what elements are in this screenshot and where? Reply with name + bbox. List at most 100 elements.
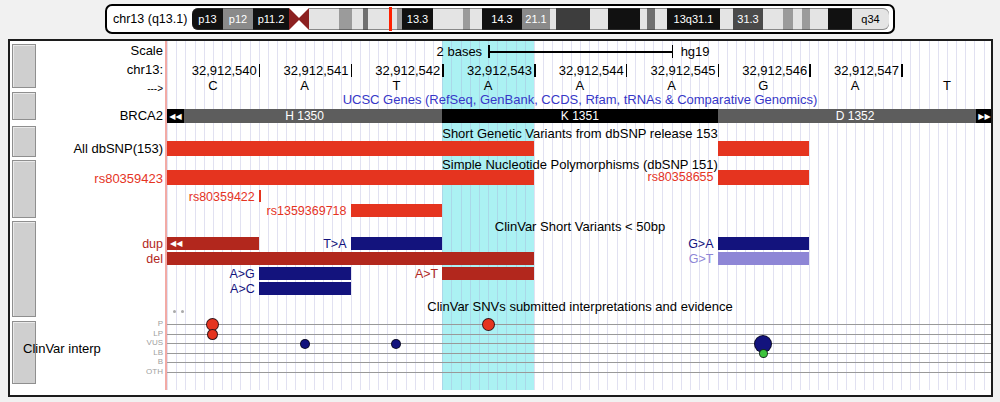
gene-exon-segment[interactable]: D 1352 bbox=[718, 109, 993, 123]
cytoband[interactable] bbox=[289, 8, 299, 30]
gene-prev-exons-arrows[interactable]: ◀◀ bbox=[167, 109, 184, 123]
gridline bbox=[185, 41, 186, 390]
cytoband[interactable] bbox=[463, 8, 470, 30]
snp-bar[interactable] bbox=[718, 170, 810, 185]
cytoband[interactable] bbox=[802, 8, 810, 30]
gridline bbox=[901, 41, 902, 390]
interp-variant-dot[interactable] bbox=[391, 339, 401, 349]
cytoband[interactable] bbox=[763, 8, 783, 30]
dbsnp-variant-bar[interactable] bbox=[167, 141, 534, 156]
cytoband[interactable] bbox=[640, 8, 647, 30]
scale-bar-value: 2 bases bbox=[382, 44, 482, 59]
gene-next-exons-arrows[interactable]: ▶▶ bbox=[976, 109, 993, 123]
cytoband[interactable] bbox=[433, 8, 463, 30]
cytoband[interactable] bbox=[720, 8, 733, 30]
gridline bbox=[919, 41, 920, 390]
cytoband[interactable] bbox=[647, 8, 655, 30]
cytoband-q34[interactable]: q34 bbox=[852, 8, 889, 30]
clinvar-variant-label[interactable]: dup bbox=[10, 237, 163, 251]
cytoband[interactable] bbox=[590, 8, 608, 30]
base-letter: A bbox=[560, 78, 600, 93]
track-drag-handle[interactable] bbox=[12, 160, 36, 218]
base-letter: T bbox=[927, 78, 967, 93]
strand-arrow-label: ---> bbox=[10, 82, 163, 96]
cytoband[interactable] bbox=[339, 8, 352, 30]
interp-variant-dot[interactable] bbox=[300, 339, 310, 349]
cytoband-21.1[interactable]: 21.1 bbox=[522, 8, 550, 30]
cytoband-p11.2[interactable]: p11.2 bbox=[253, 8, 289, 30]
interp-grid-line bbox=[167, 353, 993, 354]
chromosome-ideogram-panel: chr13 (q13.1) p13p12p11.2 13.3 14.321.1 13q… bbox=[105, 4, 895, 34]
coordinate-label: 32,912,547 bbox=[789, 63, 899, 78]
interp-variant-dot[interactable] bbox=[482, 318, 495, 331]
dbsnp153-track-label: All dbSNP(153) bbox=[10, 142, 163, 156]
clinvar-variant-label[interactable]: A>C bbox=[135, 283, 255, 296]
gridline bbox=[947, 41, 948, 390]
chromosome-ideogram[interactable]: p13p12p11.2 13.3 14.321.1 13q31.1 31.3 q34 bbox=[192, 8, 890, 30]
clinvar-variant-label[interactable]: G>A bbox=[594, 238, 714, 251]
gridline bbox=[984, 41, 985, 390]
cytoband[interactable] bbox=[299, 8, 309, 30]
snp-id-label[interactable]: rs80358655 bbox=[594, 171, 714, 184]
base-letter: C bbox=[193, 78, 233, 93]
cytoband[interactable] bbox=[608, 8, 640, 30]
cytoband-14.3[interactable]: 14.3 bbox=[482, 8, 522, 30]
cytoband[interactable] bbox=[810, 8, 828, 30]
clinvar-variant-label[interactable]: A>T bbox=[318, 268, 438, 281]
clinvar-track-title[interactable]: ClinVar Short Variants < 50bp bbox=[280, 220, 880, 234]
snp-id-label[interactable]: rs80359422 bbox=[135, 191, 255, 204]
interp-row-label: VUS bbox=[10, 338, 163, 348]
cytoband[interactable] bbox=[470, 8, 482, 30]
cytoband-13.3[interactable]: 13.3 bbox=[402, 8, 433, 30]
cytoband[interactable] bbox=[655, 8, 667, 30]
ideogram-chrom-label: chr13 (q13.1) bbox=[113, 12, 187, 26]
cytoband[interactable] bbox=[352, 8, 363, 30]
ucsc-genome-browser-screenshot: chr13 (q13.1) p13p12p11.2 13.3 14.321.1 13q… bbox=[0, 0, 1000, 402]
snp-bar[interactable] bbox=[351, 204, 443, 217]
cytoband[interactable] bbox=[793, 8, 802, 30]
cytoband[interactable] bbox=[556, 8, 590, 30]
clinvar-variant-label[interactable]: del bbox=[10, 252, 163, 266]
cytoband-p13[interactable]: p13 bbox=[192, 8, 223, 30]
gridline bbox=[910, 41, 911, 390]
clinvar-snv-track-title[interactable]: ClinVar SNVs submitted interpretations a… bbox=[280, 300, 880, 314]
gene-exon-segment[interactable]: K 1351 bbox=[442, 109, 717, 123]
clinvar-variant-label[interactable]: G>T bbox=[594, 253, 714, 266]
clinvar-variant-bar[interactable] bbox=[351, 237, 443, 250]
interp-grid-line bbox=[167, 324, 993, 325]
cytoband[interactable] bbox=[309, 8, 339, 30]
clinvar-variant-bar[interactable] bbox=[718, 252, 810, 265]
gene-exon-segment[interactable]: H 1350 bbox=[167, 109, 442, 123]
interp-variant-dot[interactable] bbox=[207, 329, 218, 340]
genes-track-title[interactable]: UCSC Genes (RefSeq, GenBank, CCDS, Rfam,… bbox=[280, 93, 880, 107]
tiny-dot bbox=[173, 310, 176, 313]
interp-row-label: OTH bbox=[10, 367, 163, 377]
cytoband-31.3[interactable]: 31.3 bbox=[733, 8, 763, 30]
gridline bbox=[974, 41, 975, 390]
snp-bar[interactable] bbox=[167, 170, 534, 185]
gridline bbox=[176, 41, 177, 390]
base-letter: A bbox=[652, 78, 692, 93]
clinvar-variant-bar[interactable] bbox=[442, 267, 534, 280]
clinvar-variant-bar[interactable] bbox=[718, 237, 810, 250]
cytoband-13q31.1[interactable]: 13q31.1 bbox=[667, 8, 720, 30]
dbsnp-variant-bar[interactable] bbox=[718, 141, 810, 156]
snp-id-label[interactable]: rs80359423 bbox=[10, 172, 163, 186]
cytoband[interactable] bbox=[828, 8, 852, 30]
cytoband[interactable] bbox=[368, 8, 397, 30]
clinvar-variant-label[interactable]: A>G bbox=[135, 268, 255, 281]
clinvar-variant-label[interactable]: T>A bbox=[227, 238, 347, 251]
cytoband[interactable] bbox=[783, 8, 793, 30]
interp-variant-dot[interactable] bbox=[759, 349, 768, 358]
snp-id-label[interactable]: rs1359369718 bbox=[227, 205, 347, 218]
interp-row-label: B bbox=[10, 357, 163, 367]
snp-insertion-tick[interactable] bbox=[259, 190, 261, 202]
track-drag-handle[interactable] bbox=[12, 221, 36, 317]
clinvar-variant-bar[interactable] bbox=[167, 252, 534, 265]
dbsnp153-track-title[interactable]: Short Genetic Variants from dbSNP releas… bbox=[280, 127, 880, 141]
interp-grid-line bbox=[167, 334, 993, 335]
gridline bbox=[956, 41, 957, 390]
cytoband-p12[interactable]: p12 bbox=[223, 8, 253, 30]
scale-label: Scale bbox=[10, 44, 163, 58]
clinvar-variant-bar[interactable] bbox=[259, 282, 351, 295]
